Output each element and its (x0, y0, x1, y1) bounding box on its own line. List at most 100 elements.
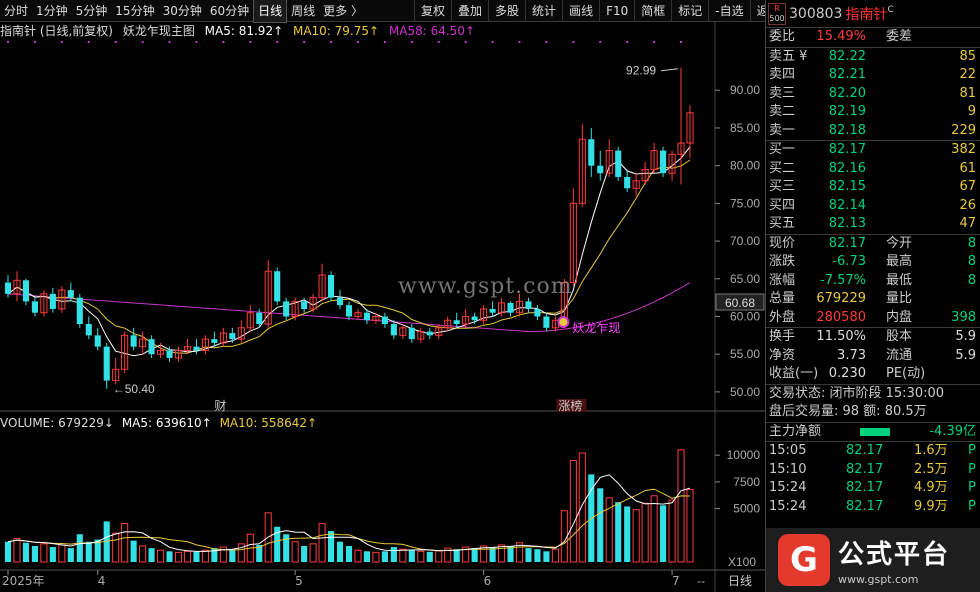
buy-level-label: 买五 (769, 216, 796, 231)
candle-body-up (121, 334, 129, 370)
buy-level[interactable]: 买三 82.15 67 (766, 178, 980, 197)
candle-body-down (507, 302, 514, 313)
overlay-button[interactable]: 叠加 (451, 0, 488, 22)
sell-level[interactable]: 卖三 82.20 81 (766, 85, 980, 104)
sell-level-label: 卖四 (769, 67, 796, 82)
stat-value: 8 (967, 272, 976, 288)
price-tick-label: 75.00 (730, 196, 760, 210)
price-tick-label: 55.00 (730, 347, 760, 361)
stat-value: 679229 (816, 291, 866, 306)
period-indicator: 日线 (728, 574, 752, 588)
fundamental-label: 净资 (769, 347, 796, 363)
candle-body-down (22, 280, 29, 302)
volume-bar-up (668, 499, 676, 563)
low-price-label: ←50.40 (113, 382, 155, 396)
volume-bar-up (318, 523, 326, 563)
event-tag-cai: 财 (214, 399, 226, 413)
fuquan-button[interactable]: 复权 (414, 0, 451, 22)
period-more-tab[interactable]: 更多 〉 (323, 3, 363, 18)
candle-body-down (283, 301, 290, 317)
stat-row: 涨跌 -6.73 最高 8 (766, 253, 980, 272)
candle-body-up (13, 279, 21, 295)
buy-level-volume: 47 (959, 216, 976, 231)
volume-bar-down (363, 551, 370, 562)
top-dot-marker (330, 41, 333, 43)
volume-bar-up (515, 542, 524, 563)
volume-bar-down (381, 551, 388, 562)
simple-frame-button[interactable]: 简框 (634, 0, 671, 22)
candle-body-down (4, 282, 12, 294)
stat-value: 398 (951, 309, 976, 325)
volume-tick-label: 10000 (727, 448, 761, 462)
period-tab[interactable]: 1分钟 (36, 3, 68, 18)
candle-body-down (103, 346, 110, 381)
trade-flag: P (968, 461, 976, 477)
after-hours-volume: 盘后交易量: 98 额: 80.5万 (769, 404, 927, 419)
mark-button[interactable]: 标记 (671, 0, 708, 22)
period-tab[interactable]: 周线 (291, 3, 316, 18)
f10-button[interactable]: F10 (599, 0, 634, 22)
top-dot-marker (599, 41, 602, 43)
volume-bar-up (354, 549, 362, 563)
buy-level[interactable]: 买五 82.13 47 (766, 215, 980, 234)
volume-bar-up (157, 549, 165, 563)
period-tab-active[interactable]: 日线 (253, 0, 288, 23)
buy-level[interactable]: 买一 82.17 382 (766, 141, 980, 160)
volume-bar-down (408, 550, 415, 562)
period-tab[interactable]: 15分钟 (115, 3, 155, 18)
stat-label: 涨跌 (769, 254, 796, 269)
volume-bar-down (22, 542, 29, 562)
buy-level-volume: 26 (959, 197, 976, 213)
volume-bar-up (435, 550, 443, 563)
volume-bar-down (543, 551, 550, 562)
remove-watchlist-button[interactable]: -自选 (708, 0, 749, 22)
volume-bar-down (426, 551, 433, 562)
sell-level[interactable]: 卖二 82.19 9 (766, 103, 980, 122)
volume-bar-up (650, 495, 658, 563)
ma10-value: MA10: 79.75↑ (292, 24, 380, 38)
period-tab[interactable]: 分时 (4, 3, 29, 18)
trade-flag: P (968, 498, 976, 514)
logo-text: 公式平台 (838, 540, 951, 570)
volume-bar-down (229, 549, 236, 562)
candle-body-down (336, 297, 344, 306)
stats-button[interactable]: 统计 (525, 0, 562, 22)
stat-label: 内盘 (886, 309, 913, 325)
volume-bar-up (569, 460, 577, 563)
candle-body-up (399, 327, 407, 336)
buy-level[interactable]: 买四 82.14 26 (766, 197, 980, 216)
candle-body-up (246, 312, 254, 329)
top-dot-marker (87, 41, 90, 43)
period-tab[interactable]: 60分钟 (209, 3, 250, 18)
multi-stock-button[interactable]: 多股 (488, 0, 525, 22)
candle-body-up (435, 327, 443, 336)
period-tab[interactable]: 5分钟 (75, 3, 108, 18)
volume-bar-up (183, 550, 192, 563)
sell-level[interactable]: 卖五 ¥ 82.22 85 (766, 48, 980, 67)
main-indicator-label[interactable]: 妖龙乍现主图 (122, 24, 195, 38)
sell-level[interactable]: 卖一 82.18 229 (766, 122, 980, 141)
vol-ma10-value: MA10: 558642↑ (219, 416, 318, 430)
sell-level[interactable]: 卖四 82.21 22 (766, 66, 980, 85)
kline-chart[interactable]: 50.00 55.00 60.00 65.00 70.00 75.00 80.00 85.00… (0, 22, 765, 592)
volume-bar-up (237, 543, 245, 563)
volume-bar-up (677, 449, 685, 563)
volume-bar-up (13, 537, 21, 563)
candle-body-up (354, 312, 362, 317)
buy-level[interactable]: 买二 82.16 61 (766, 160, 980, 179)
draw-line-button[interactable]: 画线 (562, 0, 599, 22)
volume-bar-up (399, 548, 407, 563)
action-toolbar: 复权 叠加 多股 统计 画线 F10 简框 标记 -自选 返回 (414, 0, 787, 22)
time-tick-label: 6 (484, 574, 492, 588)
fundamental-row: 净资 3.73 流通 5.9 (766, 347, 980, 366)
trade-flag: P (968, 443, 976, 458)
stock-title: 指南针 (日线,前复权) (0, 24, 113, 38)
stat-row: 现价 82.17 今开 8 (766, 235, 980, 254)
period-tab[interactable]: 30分钟 (162, 3, 202, 18)
sell-level-price: 82.18 (828, 122, 866, 138)
volume-ma5-line (7, 474, 691, 552)
price-tick-label: 85.00 (730, 121, 760, 135)
top-dot-marker (33, 41, 36, 43)
top-dot-marker (653, 41, 656, 43)
volume-bar-down (76, 534, 83, 562)
